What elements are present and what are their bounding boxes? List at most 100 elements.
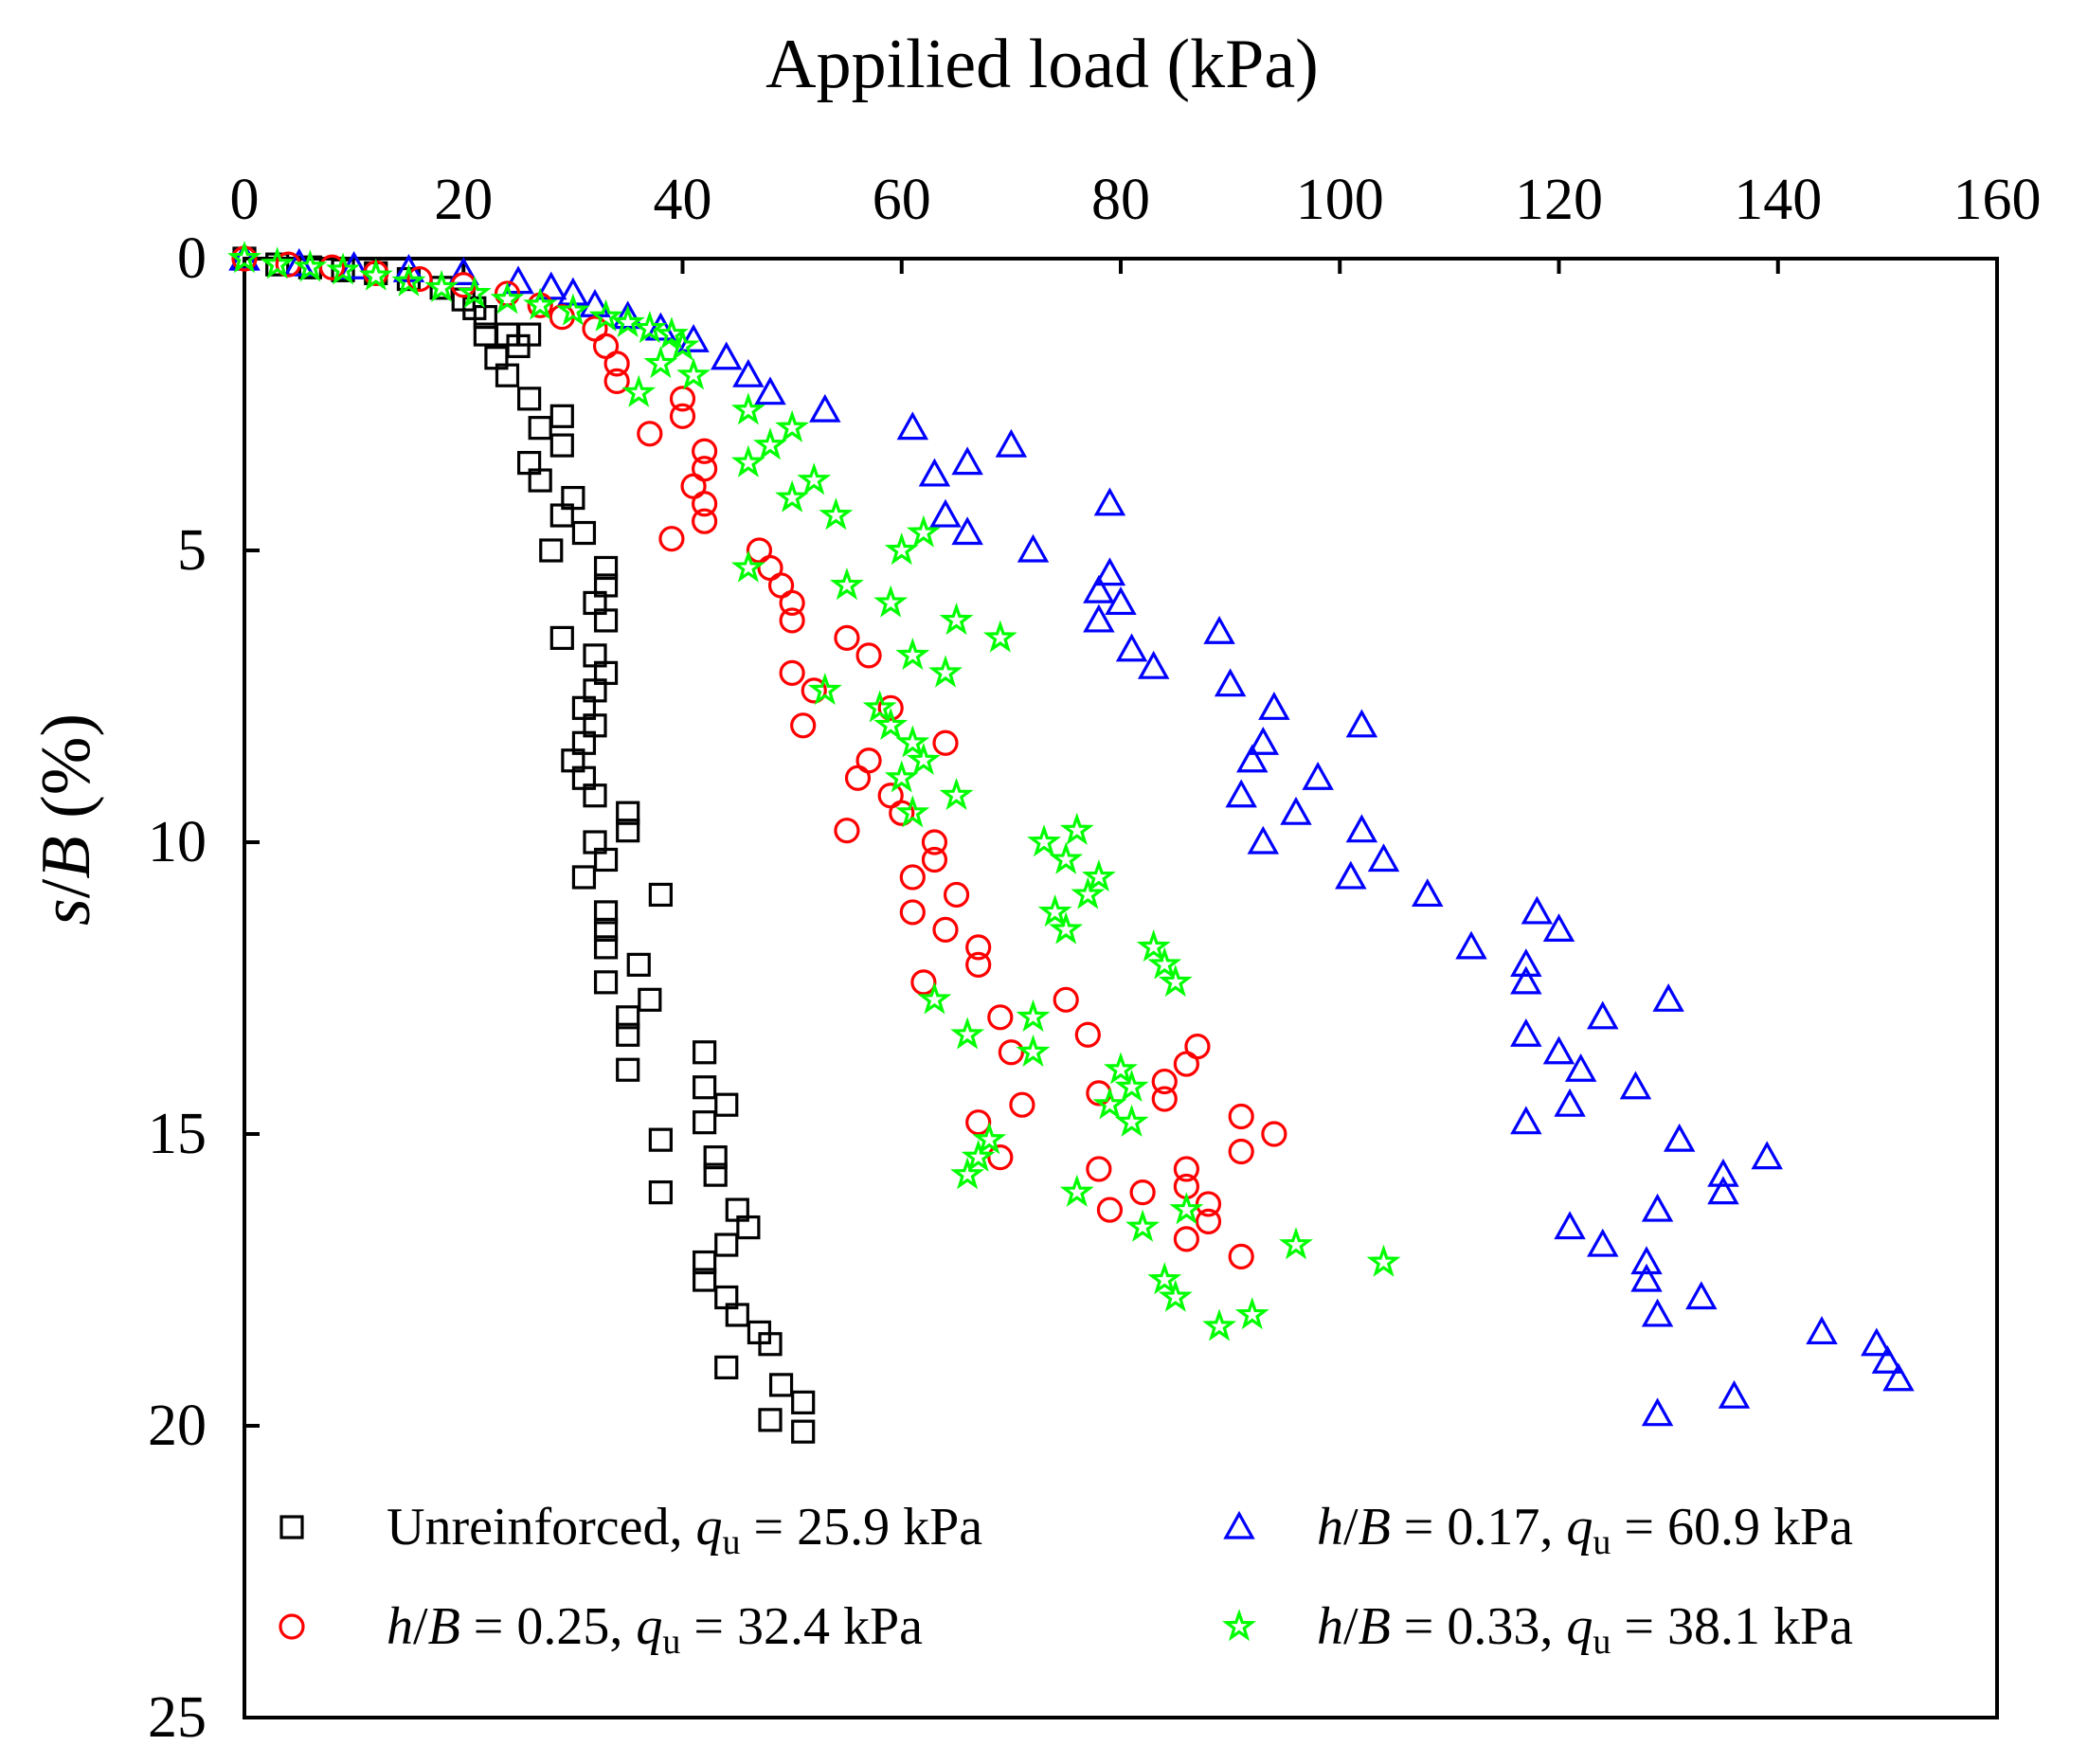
circle-point	[1074, 1021, 1101, 1048]
square-point	[517, 387, 542, 411]
circle-point	[658, 526, 685, 552]
star-point	[942, 781, 971, 808]
circle-point	[637, 421, 663, 447]
circle-point	[910, 969, 937, 996]
triangle-point	[1115, 633, 1148, 662]
square-point	[626, 952, 651, 977]
triangle-point	[951, 516, 983, 546]
circle-point	[692, 491, 718, 517]
circle-point	[899, 864, 926, 891]
square-point	[473, 322, 497, 347]
triangle-point	[1345, 814, 1378, 843]
circle-point	[965, 934, 992, 961]
circle-point	[669, 403, 696, 429]
legend-label: h/B = 0.33, qu = 38.1 kPa	[1317, 1597, 1853, 1662]
circle-point	[1096, 1197, 1124, 1223]
star-point	[887, 535, 916, 563]
circle-point	[844, 765, 872, 791]
circle-point	[987, 1004, 1014, 1031]
square-point	[725, 1303, 749, 1327]
y-tick-label: 25	[148, 1685, 207, 1750]
triangle-point	[1214, 668, 1247, 697]
star-point	[985, 622, 1015, 651]
triangle-point	[1554, 1088, 1586, 1117]
star-point	[920, 984, 949, 1013]
square-point	[549, 404, 574, 428]
circle-point	[1228, 1103, 1254, 1130]
square-point	[768, 1373, 794, 1397]
legend-triangle-marker	[1223, 1510, 1255, 1539]
circle-point	[1195, 1191, 1222, 1217]
triangle-point	[918, 458, 951, 487]
square-point	[791, 1419, 816, 1444]
x-tick-label: 120	[1515, 168, 1603, 232]
triangle-point	[1236, 744, 1269, 773]
star-point	[942, 605, 971, 633]
square-point	[593, 917, 619, 943]
circle-point	[318, 254, 346, 280]
square-point	[495, 363, 520, 387]
triangle-point	[1455, 930, 1487, 960]
star-point	[833, 570, 861, 598]
circle-point	[790, 712, 817, 739]
star-point	[1062, 816, 1091, 843]
square-point	[616, 1022, 640, 1047]
square-point	[593, 970, 619, 995]
triangle-point	[1345, 709, 1378, 738]
square-point	[693, 1110, 717, 1135]
legend: Unreinforced, qu = 25.9 kPa h/B = 0.17, q…	[279, 1498, 1853, 1662]
circle-point	[889, 800, 915, 826]
square-point	[648, 1179, 673, 1205]
x-tick-label: 40	[654, 168, 712, 232]
circle-point	[855, 642, 882, 669]
legend-label: Unreinforced, qu = 25.9 kPa	[387, 1498, 982, 1562]
triangle-point	[809, 393, 841, 423]
square-point	[616, 819, 640, 843]
legend-star-marker	[1225, 1611, 1253, 1639]
triangle-point	[995, 428, 1028, 458]
square-point	[714, 1092, 739, 1117]
square-point	[593, 608, 619, 633]
circle-point	[1173, 1156, 1199, 1182]
circle-point	[779, 659, 805, 686]
star-point	[1018, 1002, 1048, 1030]
triangle-point	[951, 446, 983, 476]
square-point	[593, 847, 619, 873]
square-point	[528, 416, 552, 441]
star-point	[756, 430, 784, 459]
triangle-point	[1093, 487, 1126, 516]
triangle-point	[1105, 586, 1137, 616]
triangle-point	[1203, 615, 1235, 644]
triangle-point	[677, 323, 710, 352]
triangle-point	[1335, 860, 1367, 890]
triangle-point	[1652, 983, 1684, 1012]
circle-point	[1228, 1138, 1254, 1165]
circle-point	[834, 818, 860, 844]
circle-point	[921, 846, 948, 873]
triangle-point	[1751, 1141, 1783, 1170]
star-point	[1128, 1212, 1158, 1240]
circle-point	[1086, 1156, 1112, 1182]
circle-point	[877, 694, 904, 721]
square-point	[571, 520, 597, 546]
square-point	[736, 1215, 761, 1240]
triangle-point	[1247, 825, 1280, 855]
triangle-point	[1587, 1000, 1619, 1030]
triangle-point	[1861, 1327, 1893, 1357]
series-star	[230, 243, 1398, 1340]
triangle-point	[896, 411, 929, 441]
star-point	[1282, 1230, 1310, 1257]
series-triangle	[228, 242, 1915, 1427]
star-point	[876, 587, 906, 616]
x-axis: 0 20 40 60 80 100 120 140 160	[230, 168, 2042, 274]
triangle-point	[1619, 1071, 1652, 1100]
triangle-point	[1017, 533, 1050, 563]
circle-point	[834, 624, 860, 652]
x-tick-label: 100	[1296, 168, 1384, 232]
star-point	[493, 284, 522, 313]
circle-point	[943, 881, 970, 909]
triangle-point	[1510, 948, 1542, 977]
star-point	[1205, 1311, 1233, 1340]
x-tick-label: 160	[1953, 168, 2042, 232]
